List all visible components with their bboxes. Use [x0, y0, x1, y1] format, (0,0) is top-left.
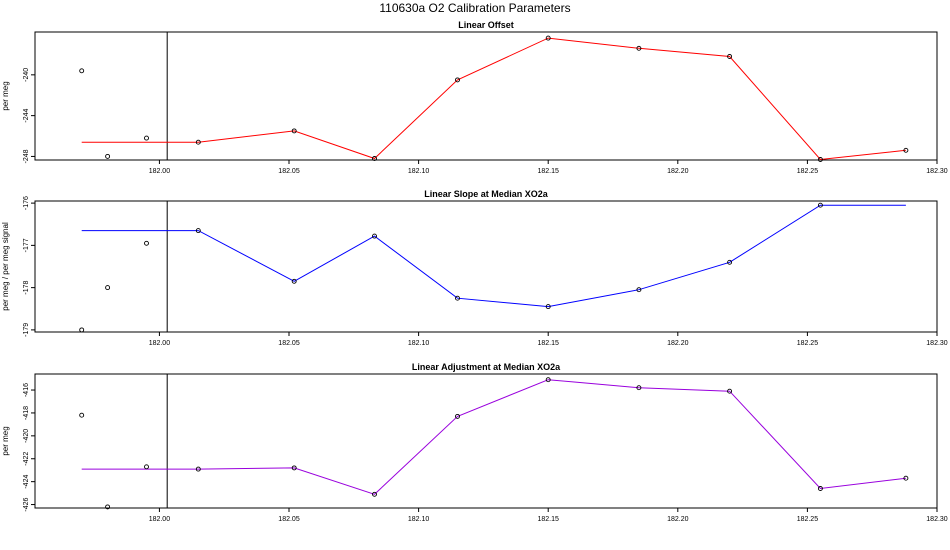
x-tick-label: 182.10 — [408, 516, 430, 523]
data-point — [727, 54, 733, 59]
data-point — [903, 475, 909, 481]
x-tick-label: 182.15 — [537, 168, 559, 175]
x-tick-label: 182.00 — [149, 516, 171, 523]
y-tick-label: -178 — [23, 281, 30, 295]
panel-1: Linear Offset per meg 182.00 182.05 182.10 18… — [1, 20, 948, 175]
data-point — [727, 259, 733, 265]
x-tick-label: 182.05 — [278, 168, 300, 175]
data-point — [636, 45, 642, 51]
data-point — [545, 377, 551, 383]
x-tick-label: 182.15 — [537, 516, 559, 523]
x-tick-label: 182.20 — [667, 516, 689, 523]
plot-frame — [34, 373, 938, 509]
data-point — [144, 464, 149, 470]
data-point — [105, 285, 111, 291]
data-point — [455, 77, 460, 83]
data-point — [545, 35, 551, 41]
data-point — [817, 202, 823, 208]
y-tick-label: -177 — [23, 238, 30, 252]
data-point — [727, 388, 733, 394]
data-point — [545, 304, 551, 310]
x-tick-label: 182.25 — [797, 340, 819, 347]
data-point — [817, 157, 823, 162]
y-tick-label: -424 — [23, 475, 30, 489]
data-point — [79, 327, 85, 333]
data-point — [291, 278, 297, 284]
y-axis-label: per meg / per meg signal — [1, 222, 10, 311]
panel-3: Linear Adjustment at Median XO2a per meg 1… — [1, 362, 948, 523]
panel-2: Linear Slope at Median XO2a per meg / per… — [1, 189, 948, 347]
data-point — [195, 466, 201, 472]
data-point — [455, 413, 460, 419]
y-tick-label: -248 — [23, 149, 30, 163]
y-tick-label: -420 — [23, 429, 30, 443]
data-point — [79, 68, 85, 74]
y-axis-label: per meg — [1, 81, 10, 110]
data-point — [903, 147, 909, 153]
data-point — [291, 128, 297, 134]
y-tick-label: -240 — [23, 68, 30, 82]
x-tick-label: 182.05 — [278, 340, 300, 347]
x-tick-label: 182.00 — [149, 340, 171, 347]
data-point — [291, 465, 297, 471]
panel-title: Linear Slope at Median XO2a — [424, 189, 549, 199]
x-tick-label: 182.10 — [408, 168, 430, 175]
data-point — [144, 135, 149, 141]
y-tick-label: -418 — [23, 406, 30, 420]
y-axis-label: per meg — [1, 426, 10, 455]
x-tick-label: 182.20 — [667, 340, 689, 347]
x-tick-label: 182.30 — [926, 340, 948, 347]
x-tick-label: 182.10 — [408, 340, 430, 347]
data-point — [817, 486, 823, 491]
data-point — [105, 153, 111, 159]
data-point — [79, 412, 85, 418]
x-tick-label: 182.20 — [667, 168, 689, 175]
data-point — [105, 504, 111, 510]
plot-frame — [34, 31, 938, 161]
y-tick-label: -179 — [23, 323, 30, 337]
data-point — [195, 139, 201, 145]
data-point — [372, 233, 377, 239]
y-tick-label: -426 — [23, 497, 30, 511]
series-line — [81, 37, 906, 161]
y-tick-label: -416 — [23, 383, 30, 397]
series-line — [81, 379, 906, 495]
data-point — [144, 240, 149, 246]
data-point — [636, 287, 642, 293]
data-point — [636, 385, 642, 391]
panel-title: Linear Offset — [458, 20, 514, 30]
data-point — [372, 491, 377, 497]
data-point — [195, 228, 201, 234]
y-tick-label: -422 — [23, 452, 30, 466]
y-tick-label: -176 — [23, 196, 30, 210]
x-tick-label: 182.25 — [797, 516, 819, 523]
x-tick-label: 182.15 — [537, 340, 559, 347]
x-tick-label: 182.00 — [149, 168, 171, 175]
main-title: 110630a O2 Calibration Parameters — [379, 1, 570, 15]
data-point — [455, 295, 460, 301]
series-line — [81, 204, 906, 308]
x-tick-label: 182.30 — [926, 516, 948, 523]
data-point — [372, 156, 377, 161]
plot-frame — [34, 200, 938, 333]
x-tick-label: 182.25 — [797, 168, 819, 175]
panel-title: Linear Adjustment at Median XO2a — [412, 362, 561, 372]
x-tick-label: 182.05 — [278, 516, 300, 523]
y-tick-label: -244 — [23, 109, 30, 123]
x-tick-label: 182.30 — [926, 168, 948, 175]
